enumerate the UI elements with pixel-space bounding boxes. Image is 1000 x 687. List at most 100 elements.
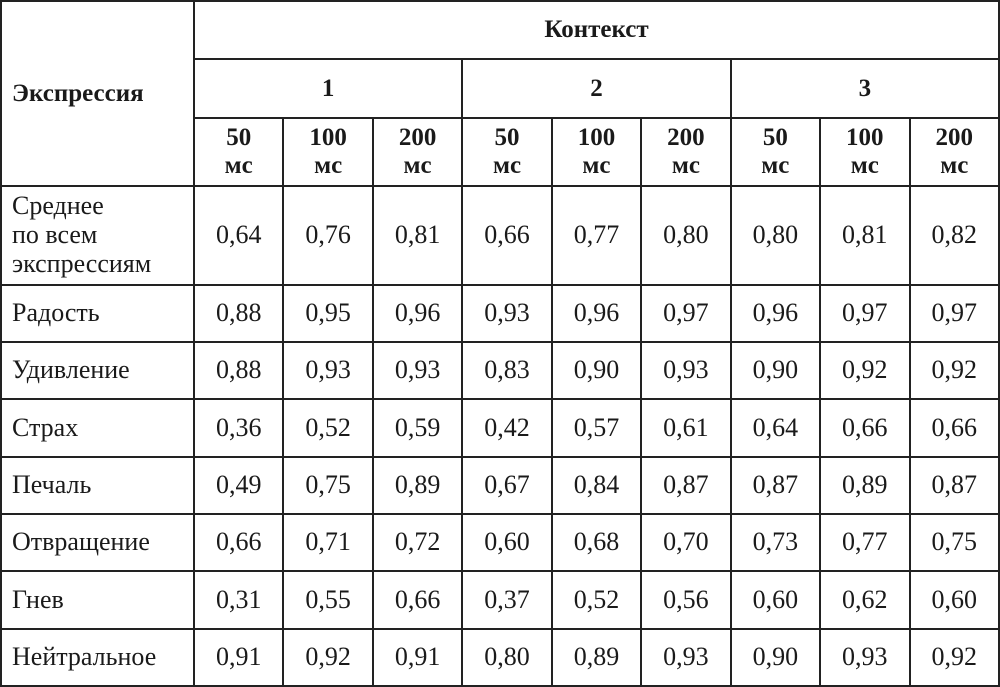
value-cell: 0,60: [729, 570, 822, 630]
header-title: Экспрессия: [0, 0, 195, 188]
value-cell: 0,66: [461, 185, 553, 286]
value-cell: 0,52: [550, 570, 643, 630]
value-cell: 0,66: [192, 512, 285, 573]
row-label: Гнев: [0, 570, 195, 630]
value-cell: 0,89: [819, 455, 911, 515]
value-cell: 0,64: [729, 398, 822, 458]
value-cell: 0,83: [461, 340, 553, 401]
value-cell: 0,68: [550, 512, 643, 573]
row-label: Радость: [0, 283, 195, 343]
value-cell: 0,96: [550, 283, 643, 343]
value-cell: 0,80: [461, 627, 553, 687]
value-cell: 0,93: [819, 627, 911, 687]
value-cell: 0,93: [640, 340, 732, 401]
table-row: Радость 0,88 0,95 0,96 0,93 0,96 0,97 0,96 0,97 0…: [0, 283, 1000, 343]
value-cell: 0,61: [640, 398, 732, 458]
context-header: 2: [461, 58, 732, 119]
value-cell: 0,93: [640, 627, 732, 687]
value-cell: 0,75: [282, 455, 374, 515]
value-cell: 0,75: [908, 512, 1000, 573]
group-header: Контекст: [193, 0, 1000, 61]
value-cell: 0,64: [192, 185, 285, 286]
value-cell: 0,66: [908, 398, 1000, 458]
value-cell: 0,57: [550, 398, 643, 458]
value-cell: 0,84: [550, 455, 643, 515]
value-cell: 0,92: [282, 627, 374, 687]
value-cell: 0,67: [461, 455, 553, 515]
value-cell: 0,88: [192, 340, 285, 401]
value-cell: 0,92: [819, 340, 911, 401]
value-cell: 0,62: [819, 570, 911, 630]
table-row: Отвращение 0,66 0,71 0,72 0,60 0,68 0,70 0,73 0,…: [0, 512, 1000, 573]
value-cell: 0,72: [371, 512, 464, 573]
value-cell: 0,93: [282, 340, 374, 401]
duration-header: 200 мс: [371, 116, 464, 188]
value-cell: 0,93: [461, 283, 553, 343]
row-label: Среднее по всем экспрессиям: [0, 185, 195, 286]
table-row: Гнев 0,31 0,55 0,66 0,37 0,52 0,56 0,60 0,62 0,60: [0, 570, 1000, 630]
value-cell: 0,90: [729, 340, 822, 401]
duration-header: 50 мс: [729, 116, 822, 188]
value-cell: 0,96: [371, 283, 464, 343]
value-cell: 0,92: [908, 340, 1000, 401]
value-cell: 0,73: [729, 512, 822, 573]
value-cell: 0,92: [908, 627, 1000, 687]
value-cell: 0,97: [908, 283, 1000, 343]
value-cell: 0,55: [282, 570, 374, 630]
value-cell: 0,52: [282, 398, 374, 458]
table-row: Среднее по всем экспрессиям 0,64 0,76 0,81 0…: [0, 185, 1000, 286]
value-cell: 0,82: [908, 185, 1000, 286]
duration-header: 50 мс: [192, 116, 285, 188]
row-label: Нейтральное: [0, 627, 195, 687]
table-row: Нейтральное 0,91 0,92 0,91 0,80 0,89 0,93 0,90 0…: [0, 627, 1000, 687]
table-row: Печаль 0,49 0,75 0,89 0,67 0,84 0,87 0,87 0,89 0,…: [0, 455, 1000, 515]
value-cell: 0,37: [461, 570, 553, 630]
value-cell: 0,90: [729, 627, 822, 687]
value-cell: 0,95: [282, 283, 374, 343]
value-cell: 0,87: [640, 455, 732, 515]
value-cell: 0,89: [371, 455, 464, 515]
value-cell: 0,96: [729, 283, 822, 343]
table-row: Страх 0,36 0,52 0,59 0,42 0,57 0,61 0,64 0,66 0,6…: [0, 398, 1000, 458]
table-row: 50 мс 100 мс 200 мс 50 мс 100 мс 200 мс 50 мс 1…: [1, 116, 1000, 188]
value-cell: 0,70: [640, 512, 732, 573]
value-cell: 0,91: [192, 627, 285, 687]
row-label: Удивление: [0, 340, 195, 401]
value-cell: 0,87: [908, 455, 1000, 515]
duration-header: 100 мс: [819, 116, 911, 188]
value-cell: 0,60: [461, 512, 553, 573]
value-cell: 0,91: [371, 627, 464, 687]
value-cell: 0,60: [908, 570, 1000, 630]
value-cell: 0,80: [640, 185, 732, 286]
value-cell: 0,88: [192, 283, 285, 343]
duration-header: 100 мс: [550, 116, 643, 188]
duration-header: 200 мс: [640, 116, 732, 188]
value-cell: 0,66: [819, 398, 911, 458]
value-cell: 0,56: [640, 570, 732, 630]
duration-header: 200 мс: [908, 116, 1000, 188]
row-label: Печаль: [0, 455, 195, 515]
value-cell: 0,81: [371, 185, 464, 286]
value-cell: 0,66: [371, 570, 464, 630]
value-cell: 0,36: [192, 398, 285, 458]
row-label: Отвращение: [0, 512, 195, 573]
table-row: Удивление 0,88 0,93 0,93 0,83 0,90 0,93 0,90 0,9…: [0, 340, 1000, 401]
value-cell: 0,77: [819, 512, 911, 573]
context-header: 1: [192, 58, 464, 119]
table-row: Экспрессия Контекст: [0, 0, 1000, 188]
duration-header: 100 мс: [282, 116, 374, 188]
value-cell: 0,76: [282, 185, 374, 286]
value-cell: 0,87: [729, 455, 822, 515]
value-cell: 0,42: [461, 398, 553, 458]
value-cell: 0,59: [371, 398, 464, 458]
value-cell: 0,81: [819, 185, 911, 286]
value-cell: 0,97: [819, 283, 911, 343]
value-cell: 0,89: [550, 627, 643, 687]
value-cell: 0,97: [640, 283, 732, 343]
value-cell: 0,31: [192, 570, 285, 630]
duration-header: 50 мс: [461, 116, 553, 188]
value-cell: 0,71: [282, 512, 374, 573]
row-label: Страх: [0, 398, 195, 458]
context-header: 3: [729, 58, 1000, 119]
